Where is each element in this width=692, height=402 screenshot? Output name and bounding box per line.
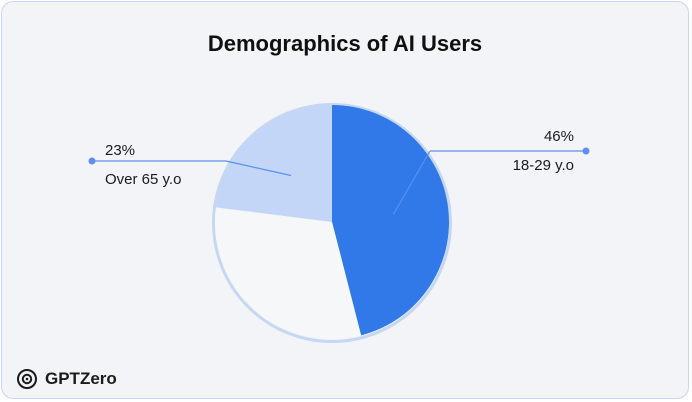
pie-slice-0: [332, 105, 450, 336]
pie-slice-2: [215, 105, 332, 222]
leader-line-2: [225, 160, 292, 177]
leader-dot-0: [582, 147, 590, 155]
data-label-category-2: Over 65 y.o: [105, 171, 181, 188]
chart-title: Demographics of AI Users: [207, 31, 483, 56]
brand-logo: GPTZero: [16, 368, 117, 390]
data-label-value-2: 23%: [105, 142, 135, 159]
brand-name: GPTZero: [45, 369, 117, 388]
leader-dot-2: [88, 157, 96, 165]
pie-outline: [212, 103, 452, 343]
pie-slice-1: [215, 207, 362, 339]
data-label-category-0: 18-29 y.o: [513, 157, 574, 174]
leader-line-0: [392, 150, 431, 215]
gptzero-logo-icon: [17, 369, 37, 389]
data-label-value-0: 46%: [544, 128, 574, 145]
